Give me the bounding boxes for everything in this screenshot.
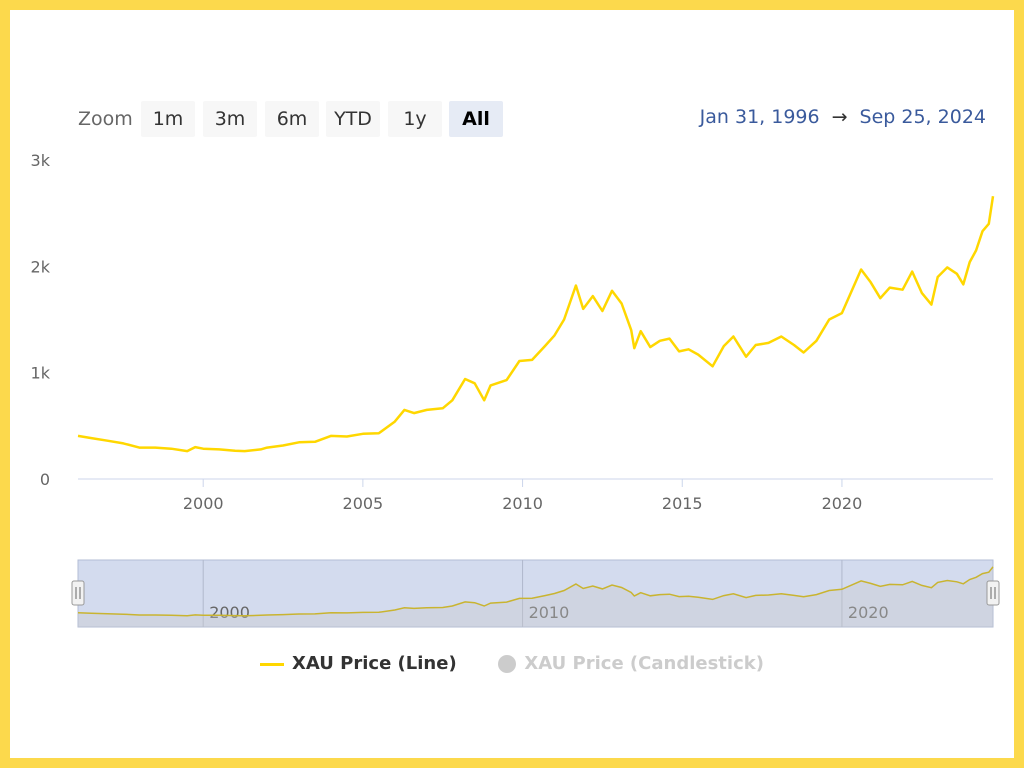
legend-item-candlestick[interactable]: XAU Price (Candlestick) xyxy=(498,653,764,674)
navigator-mask xyxy=(77,559,994,628)
navigator-area xyxy=(78,566,993,627)
navigator-tick-label: 2010 xyxy=(529,603,570,622)
handle-body xyxy=(71,580,85,606)
x-axis-tick-label: 2010 xyxy=(502,494,543,513)
legend-item-line[interactable]: XAU Price (Line) xyxy=(260,653,457,674)
handle-body xyxy=(986,580,1000,606)
price-line xyxy=(77,196,995,453)
y-axis-tick-label: 0 xyxy=(40,470,50,489)
line-series-symbol xyxy=(260,662,285,666)
legend: XAU Price (Line) XAU Price (Candlestick) xyxy=(10,653,1014,674)
date-range-display: Jan 31, 1996 → Sep 25, 2024 xyxy=(700,106,986,128)
zoom-3m-button[interactable]: 3m xyxy=(203,101,257,137)
legend-line-label: XAU Price (Line) xyxy=(292,653,457,674)
zoom-ytd-button[interactable]: YTD xyxy=(326,101,380,137)
zoom-label: Zoom xyxy=(78,108,133,130)
x-axis-tick-label: 2020 xyxy=(822,494,863,513)
candlestick-series-symbol xyxy=(498,655,517,673)
chart-container: Zoom 1m 3m 6m YTD 1y All Jan 31, 1996 → Se… xyxy=(10,10,1014,758)
range-to-input[interactable]: Sep 25, 2024 xyxy=(859,106,986,128)
y-axis-tick-label: 2k xyxy=(31,257,51,276)
x-axis-tick-label: 2000 xyxy=(183,494,224,513)
navigator-line xyxy=(77,566,994,617)
navigator-right-handle[interactable] xyxy=(986,580,1000,606)
range-arrow: → xyxy=(831,106,848,128)
navigator-tick-label: 2020 xyxy=(848,603,889,622)
range-from-input[interactable]: Jan 31, 1996 xyxy=(699,106,820,128)
zoom-1y-button[interactable]: 1y xyxy=(388,101,442,137)
y-axis-tick-label: 3k xyxy=(31,151,51,170)
zoom-all-button[interactable]: All xyxy=(449,101,503,137)
legend-candlestick-label: XAU Price (Candlestick) xyxy=(524,653,764,674)
y-axis-tick-label: 1k xyxy=(31,364,51,383)
x-axis-tick-label: 2005 xyxy=(343,494,384,513)
zoom-6m-button[interactable]: 6m xyxy=(265,101,319,137)
x-axis-tick-label: 2015 xyxy=(662,494,703,513)
navigator-left-handle[interactable] xyxy=(71,580,85,606)
zoom-1m-button[interactable]: 1m xyxy=(141,101,195,137)
price-chart-svg: 0 1k 2k 3k 2000 2005 2010 2015 2020 2000 2010 2020 xyxy=(31,151,1000,628)
navigator-tick-label: 2000 xyxy=(209,603,250,622)
